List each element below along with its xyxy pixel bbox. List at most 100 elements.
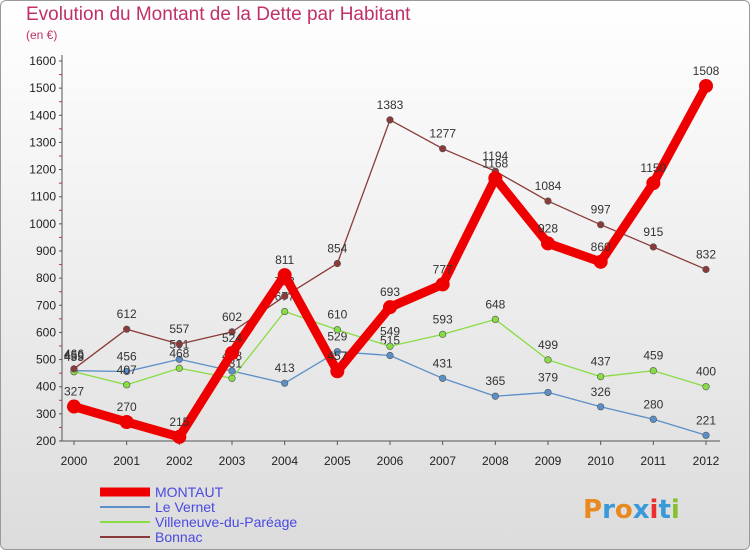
x-tick-label: 2009 xyxy=(535,454,562,468)
y-tick-label: 900 xyxy=(36,244,56,258)
data-label: 407 xyxy=(117,363,137,377)
proxiti-logo: Proxiti xyxy=(583,495,680,525)
data-label: 270 xyxy=(117,400,137,414)
data-label: 459 xyxy=(64,349,84,363)
data-label: 610 xyxy=(327,308,347,322)
data-point xyxy=(439,374,447,382)
legend-item: Villeneuve-du-Paréage xyxy=(100,514,297,530)
data-point xyxy=(649,415,657,423)
data-label: 1194 xyxy=(482,149,508,163)
y-tick-label: 600 xyxy=(36,325,56,339)
data-point xyxy=(383,300,397,315)
data-label: 431 xyxy=(433,356,453,370)
series-le-vernet: 459456501458413529515431365379326280221 xyxy=(64,330,716,439)
series-bonnac: 4666125576027338541383127711941084997915… xyxy=(64,98,716,373)
data-label: 832 xyxy=(696,247,716,261)
y-tick-label: 1000 xyxy=(29,217,56,231)
data-label: 457 xyxy=(327,349,347,363)
data-label: 437 xyxy=(591,355,611,369)
series-montaut: 327 270 215 524 811 457 693 777 1168 928 860 1150 15… xyxy=(64,64,720,444)
data-label: 1383 xyxy=(377,98,404,112)
data-label: 280 xyxy=(643,397,663,411)
data-point xyxy=(70,365,78,373)
legend-label: Villeneuve-du-Paréage xyxy=(155,514,297,530)
x-tick-label: 2003 xyxy=(219,454,246,468)
y-tick-label: 1200 xyxy=(29,163,56,177)
data-point xyxy=(225,346,239,361)
data-point xyxy=(228,374,236,382)
data-point xyxy=(435,277,450,292)
data-label: 549 xyxy=(380,324,400,338)
data-point xyxy=(597,403,605,411)
data-point xyxy=(175,355,183,363)
x-tick-label: 2004 xyxy=(271,454,298,468)
data-label: 221 xyxy=(696,413,716,427)
data-label: 602 xyxy=(222,310,242,324)
y-tick-label: 400 xyxy=(36,380,56,394)
data-point xyxy=(172,429,187,444)
y-tick-label: 1300 xyxy=(29,135,56,149)
y-tick-label: 200 xyxy=(36,434,56,448)
data-label: 455 xyxy=(64,350,84,364)
data-label: 811 xyxy=(275,253,294,267)
data-label: 1508 xyxy=(693,64,720,78)
y-tick-label: 1400 xyxy=(29,108,56,122)
data-point xyxy=(281,379,289,387)
legend-label: Le Vernet xyxy=(155,499,215,515)
data-point xyxy=(119,415,134,429)
data-label: 365 xyxy=(485,374,505,388)
data-point xyxy=(386,342,394,350)
data-point xyxy=(281,307,289,316)
y-tick-label: 300 xyxy=(36,407,56,421)
series-line xyxy=(69,81,711,442)
legend-item: MONTAUT xyxy=(100,484,224,500)
data-point xyxy=(277,268,292,283)
data-point xyxy=(330,364,345,379)
y-tick-label: 1600 xyxy=(29,54,56,68)
data-label: 1168 xyxy=(482,156,508,170)
data-label: 466 xyxy=(64,347,84,361)
data-point xyxy=(491,392,499,400)
y-tick-label: 1100 xyxy=(30,190,56,204)
legend-item: Bonnac xyxy=(100,529,202,545)
data-point xyxy=(702,383,710,391)
x-tick-label: 2012 xyxy=(693,454,720,468)
data-label: 997 xyxy=(591,203,611,217)
data-label: 456 xyxy=(117,350,137,364)
x-tick-label: 2007 xyxy=(429,454,456,468)
data-point xyxy=(67,399,81,414)
x-tick-label: 2000 xyxy=(61,454,88,468)
data-point xyxy=(386,116,394,124)
data-point xyxy=(123,381,131,389)
data-point xyxy=(597,373,605,381)
data-label: 524 xyxy=(222,331,242,345)
data-point xyxy=(488,171,503,186)
x-tick-label: 2006 xyxy=(377,454,404,468)
data-point xyxy=(544,197,552,205)
data-label: 693 xyxy=(380,285,400,299)
data-label: 860 xyxy=(591,240,611,254)
x-tick-label: 2002 xyxy=(166,454,193,468)
data-point xyxy=(175,364,183,372)
data-label: 928 xyxy=(538,221,558,235)
data-label: 1084 xyxy=(535,179,562,193)
data-label: 593 xyxy=(433,312,453,326)
data-point xyxy=(649,243,657,251)
data-point xyxy=(439,145,447,153)
data-label: 215 xyxy=(169,415,189,429)
legend-item: Le Vernet xyxy=(100,499,215,515)
data-point xyxy=(593,254,608,269)
data-label: 468 xyxy=(169,346,189,360)
y-tick-label: 800 xyxy=(36,271,56,285)
data-label: 326 xyxy=(591,385,611,399)
data-point xyxy=(333,259,341,268)
y-tick-label: 700 xyxy=(36,298,56,312)
data-label: 1150 xyxy=(640,161,666,175)
data-point xyxy=(228,367,236,375)
data-point xyxy=(649,367,657,375)
x-tick-label: 2001 xyxy=(113,454,140,468)
data-point xyxy=(123,367,131,376)
data-label: 413 xyxy=(275,361,295,375)
data-point xyxy=(491,315,499,324)
data-label: 499 xyxy=(538,338,558,352)
